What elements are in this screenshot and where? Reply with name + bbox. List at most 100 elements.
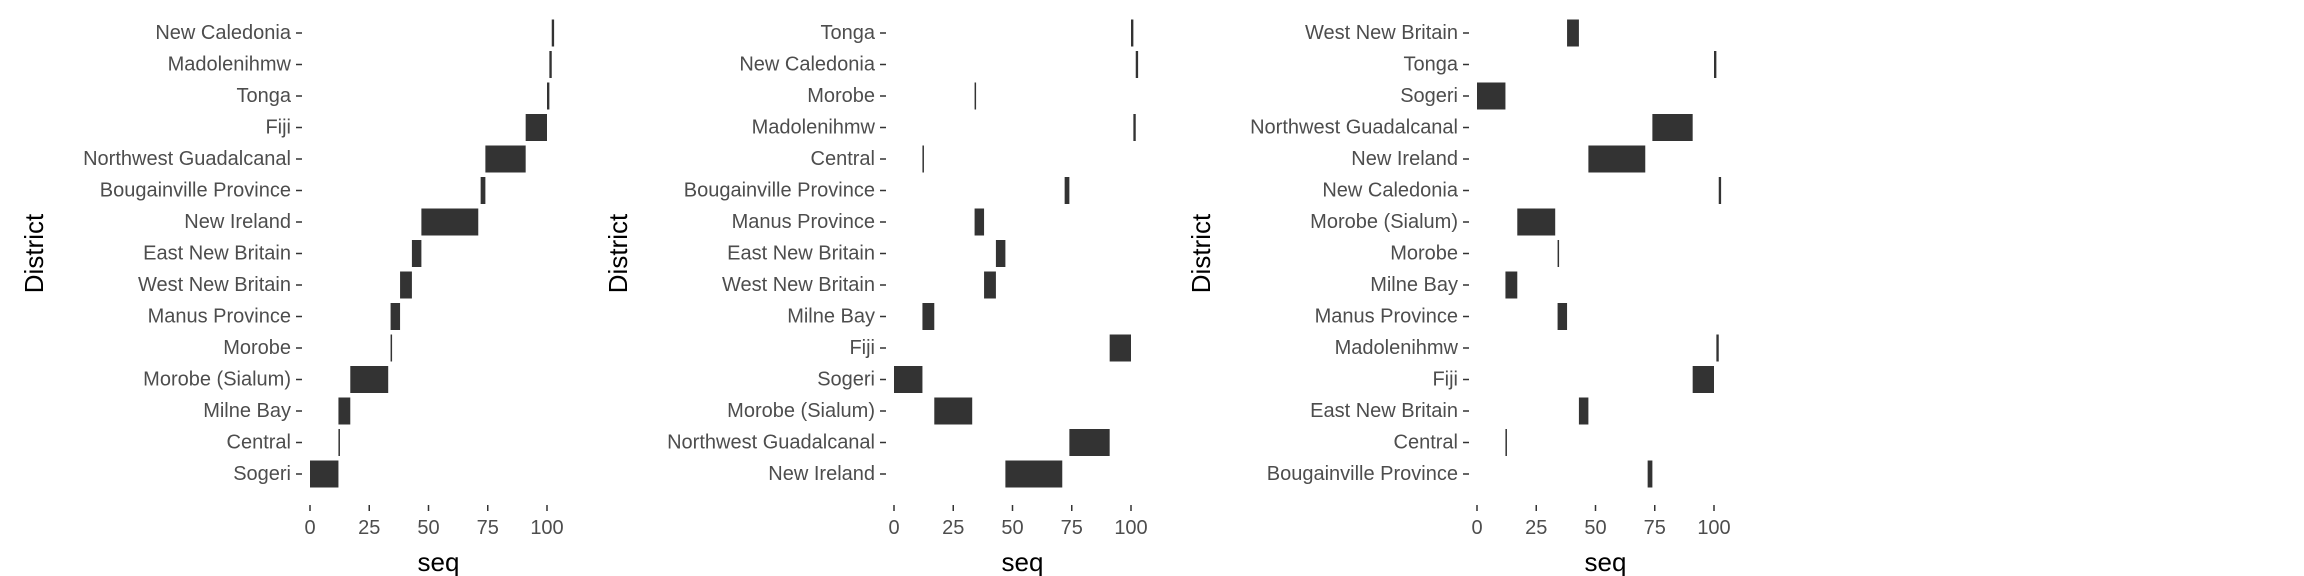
x-tick-label-100: 100 xyxy=(1114,517,1147,539)
bar-east-new-britain xyxy=(411,240,422,267)
y-tick-label-central: Central xyxy=(227,432,291,454)
y-tick-label-northwest-guadalcanal: Northwest Guadalcanal xyxy=(667,432,875,454)
y-axis-title: District xyxy=(603,213,633,293)
bar-madolenihmw xyxy=(1133,114,1136,141)
bar-fiji xyxy=(525,114,547,141)
y-tick-label-milne-bay: Milne Bay xyxy=(787,306,875,328)
y-tick-label-tonga: Tonga xyxy=(1404,54,1459,76)
bar-east-new-britain xyxy=(1578,397,1589,425)
y-tick-label-madolenihmw: Madolenihmw xyxy=(1335,337,1459,359)
bar-central xyxy=(922,145,924,173)
y-tick-label-morobe: Morobe xyxy=(1390,243,1458,265)
bar-west-new-britain xyxy=(1567,19,1579,47)
y-tick-label-central: Central xyxy=(1394,432,1458,454)
bar-sogeri xyxy=(310,460,339,488)
bar-tonga xyxy=(1131,19,1134,47)
bar-manus-province xyxy=(1557,303,1568,330)
x-tick-label-100: 100 xyxy=(530,517,563,539)
y-tick-label-sogeri: Sogeri xyxy=(817,369,875,391)
bar-milne-bay xyxy=(338,397,351,425)
y-tick-label-milne-bay: Milne Bay xyxy=(203,400,291,422)
bar-west-new-britain xyxy=(400,271,412,299)
bar-northwest-guadalcanal xyxy=(485,145,526,173)
chart-panel-3: West New Britain Tonga Sogeri Northwest Gua… xyxy=(1186,19,1731,576)
y-tick-label-new-caledonia: New Caledonia xyxy=(155,22,292,44)
bar-milne-bay xyxy=(1505,271,1518,299)
bar-morobe-sialum xyxy=(934,397,973,425)
bar-morobe xyxy=(390,334,393,362)
y-tick-label-morobe: Morobe xyxy=(807,85,875,107)
bar-milne-bay xyxy=(922,303,935,330)
y-tick-label-manus-province: Manus Province xyxy=(732,211,875,233)
bar-sogeri xyxy=(1477,82,1506,110)
bar-morobe xyxy=(974,82,977,110)
y-tick-label-fiji: Fiji xyxy=(1432,369,1458,391)
x-tick-label-75: 75 xyxy=(477,517,499,539)
bar-new-ireland xyxy=(1588,145,1646,173)
y-tick-label-morobe: Morobe xyxy=(223,337,291,359)
bar-madolenihmw xyxy=(549,51,552,78)
bar-new-caledonia xyxy=(1718,177,1722,204)
y-tick-label-bougainville-province: Bougainville Province xyxy=(100,180,291,202)
y-tick-label-manus-province: Manus Province xyxy=(148,306,291,328)
bar-east-new-britain xyxy=(995,240,1006,267)
y-tick-label-east-new-britain: East New Britain xyxy=(727,243,875,265)
y-tick-label-east-new-britain: East New Britain xyxy=(1310,400,1458,422)
y-tick-label-morobe-sialum: Morobe (Sialum) xyxy=(143,369,291,391)
bar-central xyxy=(1505,429,1507,456)
chart-panel-1: New Caledonia Madolenihmw Tonga Fiji Northwe… xyxy=(19,19,564,576)
y-tick-label-new-ireland: New Ireland xyxy=(184,211,291,233)
y-tick-label-morobe-sialum: Morobe (Sialum) xyxy=(1310,211,1458,233)
y-tick-label-sogeri: Sogeri xyxy=(1400,85,1458,107)
y-axis-title: District xyxy=(1186,213,1216,293)
bar-bougainville-province xyxy=(1647,460,1653,488)
y-tick-label-fiji: Fiji xyxy=(849,337,875,359)
y-tick-label-west-new-britain: West New Britain xyxy=(722,274,875,296)
x-tick-label-25: 25 xyxy=(1525,517,1547,539)
bar-manus-province xyxy=(390,303,401,330)
bar-fiji xyxy=(1109,334,1131,362)
y-tick-label-northwest-guadalcanal: Northwest Guadalcanal xyxy=(83,148,291,170)
x-tick-label-0: 0 xyxy=(1471,517,1482,539)
y-tick-label-morobe-sialum: Morobe (Sialum) xyxy=(727,400,875,422)
bar-morobe xyxy=(1557,240,1560,267)
bar-new-caledonia xyxy=(1135,51,1139,78)
x-tick-label-100: 100 xyxy=(1697,517,1730,539)
bar-fiji xyxy=(1692,366,1714,393)
x-axis-title: seq xyxy=(418,547,460,576)
x-tick-label-50: 50 xyxy=(1001,517,1023,539)
y-tick-label-west-new-britain: West New Britain xyxy=(1305,22,1458,44)
y-tick-label-madolenihmw: Madolenihmw xyxy=(752,117,876,139)
y-tick-label-bougainville-province: Bougainville Province xyxy=(684,180,875,202)
y-tick-label-tonga: Tonga xyxy=(237,85,292,107)
y-tick-label-east-new-britain: East New Britain xyxy=(143,243,291,265)
x-tick-label-50: 50 xyxy=(417,517,439,539)
x-tick-label-50: 50 xyxy=(1584,517,1606,539)
x-tick-label-0: 0 xyxy=(888,517,899,539)
x-axis-title: seq xyxy=(1585,547,1627,576)
x-tick-label-25: 25 xyxy=(358,517,380,539)
bar-tonga xyxy=(1714,51,1717,78)
x-tick-label-75: 75 xyxy=(1644,517,1666,539)
y-tick-label-new-ireland: New Ireland xyxy=(768,463,875,485)
y-tick-label-northwest-guadalcanal: Northwest Guadalcanal xyxy=(1250,117,1458,139)
y-tick-label-milne-bay: Milne Bay xyxy=(1370,274,1458,296)
chart-panel-2: Tonga New Caledonia Morobe Madolenihmw Centr… xyxy=(603,19,1148,576)
bar-tonga xyxy=(547,82,550,110)
y-axis-title: District xyxy=(19,213,49,293)
bar-morobe-sialum xyxy=(350,366,389,393)
x-tick-label-25: 25 xyxy=(942,517,964,539)
y-tick-label-madolenihmw: Madolenihmw xyxy=(168,54,292,76)
y-tick-label-manus-province: Manus Province xyxy=(1315,306,1458,328)
bar-bougainville-province xyxy=(1064,177,1070,204)
bar-west-new-britain xyxy=(984,271,996,299)
bar-new-ireland xyxy=(1005,460,1063,488)
y-tick-label-new-caledonia: New Caledonia xyxy=(1322,180,1459,202)
x-tick-label-0: 0 xyxy=(304,517,315,539)
bar-northwest-guadalcanal xyxy=(1652,114,1693,141)
y-tick-label-bougainville-province: Bougainville Province xyxy=(1267,463,1458,485)
y-tick-label-new-caledonia: New Caledonia xyxy=(739,54,876,76)
y-tick-label-fiji: Fiji xyxy=(265,117,291,139)
y-tick-label-west-new-britain: West New Britain xyxy=(138,274,291,296)
